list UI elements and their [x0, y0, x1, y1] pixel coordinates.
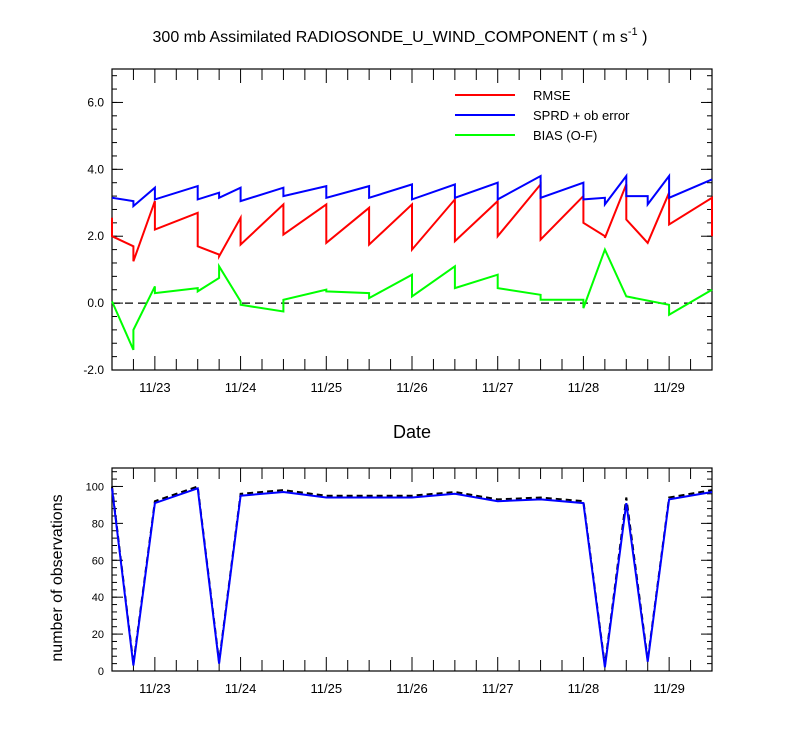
- xtick-label: 11/28: [568, 380, 600, 395]
- bottom-ytick-labels: 0 20 40 60 80 100: [86, 481, 104, 678]
- legend-label-sprd-ob-error: SPRD + ob error: [533, 108, 630, 123]
- series-line-observations-used: [111, 486, 713, 668]
- legend-label-bias-o-f: BIAS (O-F): [533, 128, 597, 143]
- top-panel: -2.00.02.04.06.0 11/23 11/24 11/25 11/26 11/…: [83, 68, 713, 442]
- top-ticks: [111, 69, 713, 371]
- y-axis-label-observations: number of observations: [49, 494, 66, 661]
- ytick-label: 2.0: [87, 229, 104, 243]
- ytick-label: 6.0: [87, 95, 104, 109]
- ytick-label: 60: [92, 555, 104, 567]
- xtick-label: 11/23: [139, 380, 171, 395]
- ytick-label: 40: [92, 592, 104, 604]
- xtick-label: 11/28: [568, 681, 600, 696]
- bottom-xtick-labels: 11/23 11/24 11/25 11/26 11/27 11/28 11/29: [139, 681, 685, 696]
- chart-title: 300 mb Assimilated RADIOSONDE_U_WIND_COM…: [153, 26, 648, 46]
- ytick-label: 80: [92, 518, 104, 530]
- ytick-label: 4.0: [87, 162, 104, 176]
- x-axis-label: Date: [393, 422, 431, 442]
- bottom-series: [111, 485, 713, 668]
- xtick-label: 11/25: [310, 380, 342, 395]
- top-ytick-labels: -2.0 0.0 2.0 4.0 6.0: [83, 95, 104, 377]
- ytick-label: -2.0: [83, 363, 104, 377]
- xtick-label: 11/24: [225, 681, 257, 696]
- xtick-label: 11/23: [139, 681, 171, 696]
- xtick-label: 11/25: [310, 681, 342, 696]
- top-xtick-labels: 11/23 11/24 11/25 11/26 11/27 11/28 11/29: [139, 380, 685, 395]
- legend: RMSE SPRD + ob error BIAS (O-F): [455, 88, 630, 143]
- series-line-bias-o-f: [111, 246, 713, 351]
- series-line-sprd-ob-error: [111, 173, 713, 209]
- xtick-label: 11/26: [396, 380, 428, 395]
- ytick-label: 0.0: [87, 296, 104, 310]
- xtick-label: 11/27: [482, 380, 514, 395]
- xtick-label: 11/27: [482, 681, 514, 696]
- xtick-label: 11/24: [225, 380, 257, 395]
- legend-label-rmse: RMSE: [533, 88, 571, 103]
- xtick-label: 11/29: [653, 380, 685, 395]
- xtick-label: 11/29: [653, 681, 685, 696]
- series-line-observations-possible: [111, 485, 713, 666]
- ytick-label: 0: [98, 666, 104, 678]
- top-series: [111, 173, 713, 351]
- ytick-label: 100: [86, 481, 104, 493]
- xtick-label: 11/26: [396, 681, 428, 696]
- ytick-label: 20: [92, 629, 104, 641]
